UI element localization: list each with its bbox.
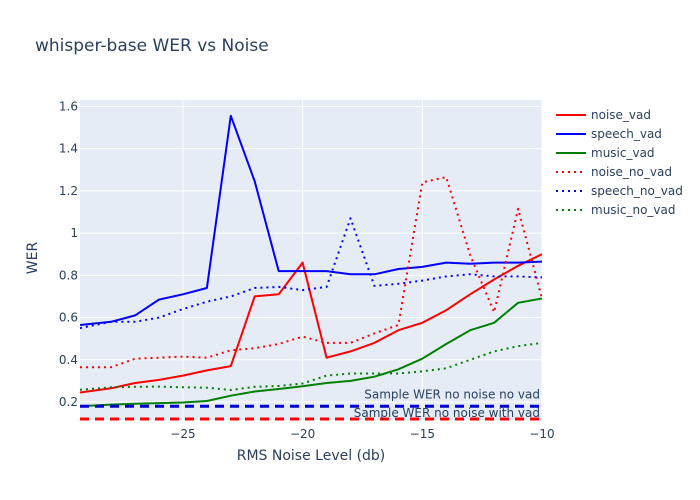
series-layer: [80, 114, 542, 408]
y-tick-label: 1: [70, 226, 78, 240]
legend-label-music-no-vad: music_no_vad: [591, 203, 676, 217]
gridlines: [80, 100, 543, 420]
y-tick-label: 1.6: [59, 99, 78, 113]
x-tick-label: −25: [170, 427, 195, 441]
series-line-music-vad: [80, 297, 542, 408]
legend-label-noise-vad: noise_vad: [591, 108, 651, 122]
series-line-speech-vad: [80, 114, 542, 326]
x-tick-label: −10: [529, 427, 554, 441]
x-axis-title: RMS Noise Level (db): [237, 448, 386, 464]
y-tick-label: 0.4: [59, 353, 78, 367]
x-tick-label: −15: [410, 427, 435, 441]
y-axis-ticks: 0.2 0.4 0.6 0.8 1 1.2 1.4 1.6: [59, 99, 78, 409]
legend-label-music-vad: music_vad: [591, 146, 655, 160]
series-line-noise-vad: [80, 253, 542, 394]
plot-area: [80, 100, 542, 420]
legend-label-speech-no-vad: speech_no_vad: [591, 184, 683, 198]
reference-lines: Sample WER no noise no vad Sample WER no …: [80, 387, 542, 421]
y-tick-label: 1.4: [59, 142, 78, 156]
y-tick-label: 0.2: [59, 395, 78, 409]
y-tick-label: 0.6: [59, 311, 78, 325]
y-axis-title: WER: [25, 242, 41, 275]
legend-label-noise-no-vad: noise_no_vad: [591, 165, 672, 179]
series-line-music-no-vad: [80, 341, 542, 391]
legend-label-speech-vad: speech_vad: [591, 127, 662, 141]
y-tick-label: 0.8: [59, 268, 78, 282]
y-tick-label: 1.2: [59, 184, 78, 198]
reference-label-2: Sample WER no noise with vad: [354, 406, 540, 420]
series-line-noise-no-vad: [80, 176, 542, 369]
reference-label-1: Sample WER no noise no vad: [364, 387, 540, 401]
series-line-speech-no-vad: [80, 217, 542, 330]
x-axis-ticks: −25 −20 −15 −10: [170, 427, 554, 441]
x-tick-label: −20: [290, 427, 315, 441]
legend: noise_vad speech_vad music_vad noise_no_vad…: [556, 108, 683, 217]
chart-title: whisper-base WER vs Noise: [35, 36, 269, 56]
